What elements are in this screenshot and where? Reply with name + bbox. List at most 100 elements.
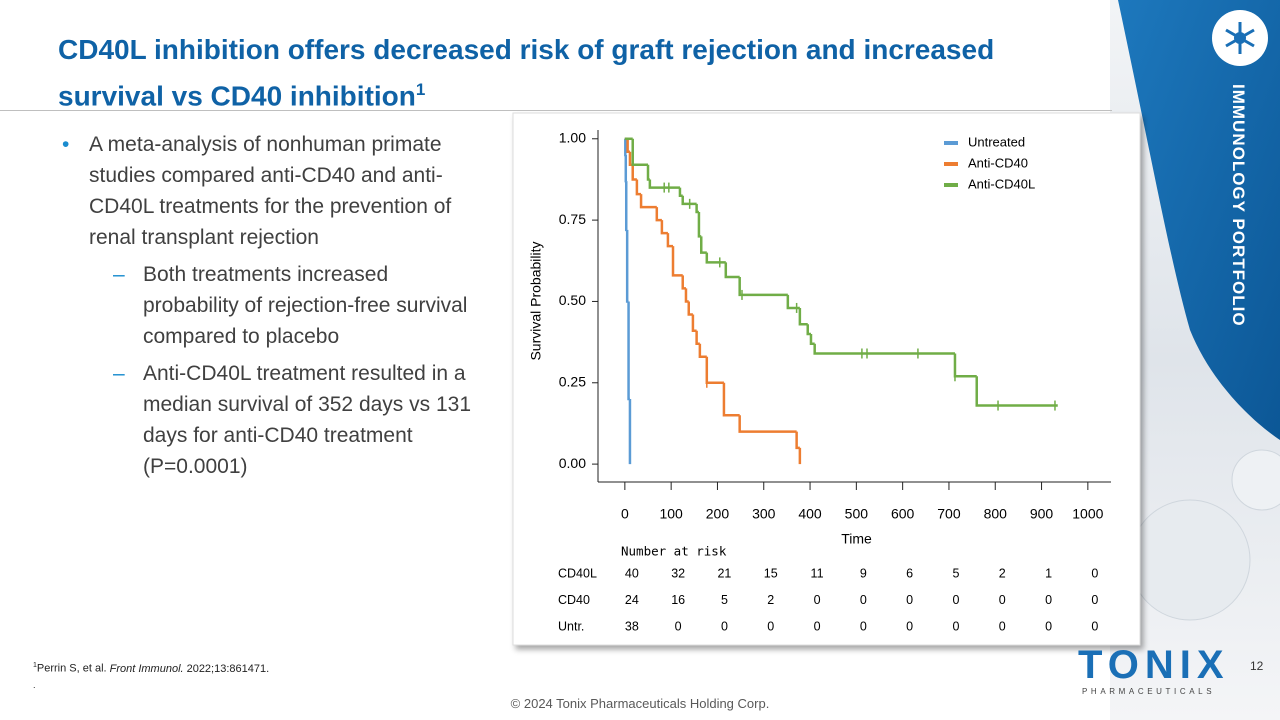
survival-step [699,236,707,254]
x-tick-label: 1000 [1072,506,1103,522]
survival-step [678,187,683,197]
footnote-marker: 1 [33,662,37,669]
survival-step [695,330,700,345]
bullet-list: A meta-analysis of nonhuman primate stud… [62,129,492,488]
risk-count: 2 [999,566,1006,580]
survival-step [738,277,788,297]
survival-step [813,343,955,355]
page-number: 12 [1250,659,1264,673]
risk-count: 0 [767,619,774,633]
footnote: 1Perrin S, et al. Front Immunol. 2022;13:8… [33,662,269,675]
risk-count: 9 [860,566,867,580]
survival-step [786,294,800,310]
x-tick-label: 600 [891,506,915,522]
risk-count: 0 [1091,566,1098,580]
risk-count: 24 [625,593,639,607]
y-tick-label: 0.25 [559,373,586,389]
side-label: IMMUNOLOGY PORTFOLIO [1229,84,1248,327]
slide-title: CD40L inhibition offers decreased risk o… [58,30,1098,116]
survival-step [625,229,629,303]
x-tick-label: 800 [984,506,1008,522]
y-tick-label: 1.00 [559,129,586,145]
survival-step [684,288,689,303]
footnote-extra: . [33,680,36,690]
survival-step [655,207,662,222]
survival-step [975,376,1058,407]
footnote-authors: Perrin S, et al. [36,662,107,675]
survival-step [648,179,680,189]
survival-step [806,324,811,336]
risk-count: 5 [721,593,728,607]
survival-step [671,246,683,277]
survival-step [691,314,697,332]
survival-step [624,181,628,232]
risk-count: 0 [952,619,959,633]
survival-step [953,353,977,378]
bubble [1231,449,1280,511]
survival-step [705,252,726,264]
risk-count: 0 [675,619,682,633]
legend-label: Untreated [968,134,1025,149]
legend-label: Anti-CD40 [968,155,1028,170]
risk-count: 2 [767,593,774,607]
risk-count: 38 [625,619,639,633]
bullet-text: A meta-analysis of nonhuman primate stud… [89,133,452,249]
survival-step [705,356,724,385]
y-tick-label: 0.75 [559,211,586,227]
x-tick-label: 700 [937,506,961,522]
survival-step [631,138,649,167]
survival-step [722,382,740,417]
footnote-details: 2022;13:861471. [186,662,270,675]
risk-count: 0 [999,593,1006,607]
x-tick-label: 400 [798,506,822,522]
y-axis-label: Survival Probability [528,241,544,360]
footnote-journal: Front Immunol. [109,662,184,675]
y-tick-label: 0.00 [559,455,586,471]
title-superscript: 1 [415,80,426,99]
legend-label: Anti-CD40L [968,176,1035,191]
risk-count: 0 [906,593,913,607]
risk-count: 21 [717,566,731,580]
survival-step [666,233,674,248]
x-tick-label: 900 [1030,506,1054,522]
bullet: A meta-analysis of nonhuman primate stud… [62,129,492,482]
risk-count: 0 [721,619,728,633]
survival-step [698,343,707,358]
survival-step [660,220,668,235]
sub-bullet: Both treatments increased probability of… [89,259,483,352]
risk-count: 0 [814,593,821,607]
risk-count: 1 [1045,566,1052,580]
risk-count: 0 [1045,619,1052,633]
sub-bullet-list: Both treatments increased probability of… [89,259,492,482]
sub-bullet: Anti-CD40L treatment resulted in a media… [89,358,483,482]
risk-count: 16 [671,593,685,607]
risk-count: 15 [764,566,778,580]
survival-step [681,195,697,206]
x-tick-label: 300 [752,506,776,522]
survival-step [639,194,657,209]
x-tick-label: 0 [621,506,629,522]
survival-step [646,164,650,181]
risk-count: 0 [1045,593,1052,607]
survival-step [681,275,686,290]
y-tick-label: 0.50 [559,292,586,308]
risk-count: 0 [1091,619,1098,633]
survival-step [724,262,740,279]
survival-step [697,211,702,238]
x-tick-label: 500 [845,506,869,522]
risk-count: 11 [811,566,824,580]
survival-step [795,431,800,450]
risk-count: 32 [671,566,685,580]
risk-count: 5 [952,566,959,580]
logo-tagline: PHARMACEUTICALS [1082,687,1216,696]
risk-count: 0 [860,619,867,633]
survival-step [631,164,637,181]
risk-row-label: CD40 [558,593,590,607]
title-rule [0,110,1112,111]
risk-count: 0 [814,619,821,633]
risk-count: 0 [952,593,959,607]
copyright: © 2024 Tonix Pharmaceuticals Holding Cor… [510,696,770,711]
